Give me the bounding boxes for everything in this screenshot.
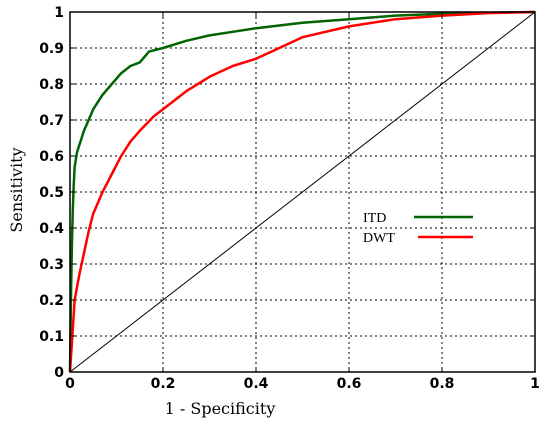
series-line-itd xyxy=(68,10,536,373)
x-tick-label: 0.8 xyxy=(430,376,455,392)
y-tick-label: 0.1 xyxy=(39,329,64,345)
series-line-dwt xyxy=(68,10,536,373)
grid xyxy=(70,12,535,372)
y-tick-label: 0.4 xyxy=(39,221,64,237)
y-tick-label: 0.6 xyxy=(39,149,64,165)
y-tick-label: 0.3 xyxy=(39,257,64,273)
y-tick-label: 0.5 xyxy=(39,185,64,201)
chance-diagonal-line xyxy=(69,11,536,373)
y-tick-label: 0.9 xyxy=(39,41,64,57)
y-tick-label: 0.8 xyxy=(39,77,64,93)
y-tick-label: 0.7 xyxy=(39,113,64,129)
tick-labels: 0 0.2 0.4 0.6 0.8 1 0 0.1 0.2 0.3 0.4 0.5 0.6 0.7 0.8 0… xyxy=(39,5,540,392)
y-tick-label: 0 xyxy=(54,365,64,381)
y-axis-label: Sensitivity xyxy=(7,147,26,232)
y-tick-label: 0.2 xyxy=(39,293,64,309)
legend-label-dwt: DWT xyxy=(363,231,395,246)
ticks xyxy=(69,11,536,373)
x-tick-label: 0.2 xyxy=(151,376,176,392)
x-tick-label: 0.6 xyxy=(337,376,362,392)
x-tick-label: 0.4 xyxy=(244,376,269,392)
legend: ITD DWT xyxy=(363,211,473,246)
x-axis-label: 1 - Specificity xyxy=(165,399,276,418)
y-tick-label: 1 xyxy=(54,5,64,21)
series-layer xyxy=(68,10,536,373)
legend-label-itd: ITD xyxy=(363,211,386,226)
x-tick-label: 1 xyxy=(530,376,540,392)
x-tick-label: 0 xyxy=(65,376,75,392)
